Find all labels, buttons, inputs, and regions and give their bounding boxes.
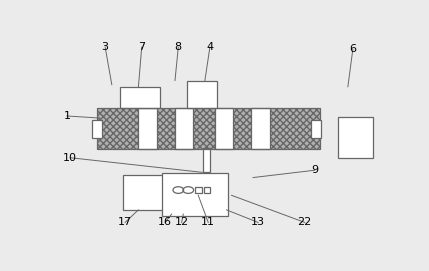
Bar [162,173,228,216]
Text: 9: 9 [311,165,318,175]
Bar [139,108,157,149]
Bar [204,187,210,193]
Bar [251,108,270,149]
Bar [92,120,102,138]
Text: 4: 4 [206,42,214,52]
Bar [175,108,193,149]
Text: 11: 11 [201,217,215,227]
Bar [193,108,215,149]
Text: 16: 16 [158,217,172,227]
Text: 1: 1 [63,111,70,121]
Bar [120,87,160,108]
Text: 13: 13 [251,217,265,227]
Bar [97,108,139,149]
Bar [233,108,251,149]
Text: 12: 12 [175,217,189,227]
Bar [338,117,373,158]
Text: 8: 8 [175,42,182,52]
Bar [311,120,321,138]
Text: 17: 17 [118,217,132,227]
Bar [202,148,210,172]
Text: 3: 3 [102,42,109,52]
Bar [124,175,163,210]
Text: 22: 22 [298,217,312,227]
Bar [270,108,320,149]
Bar [157,108,175,149]
Bar [97,108,320,149]
Text: 7: 7 [138,42,145,52]
Bar [195,187,202,193]
Text: 6: 6 [349,44,356,54]
Text: 10: 10 [63,153,77,163]
Bar [187,80,217,108]
Bar [215,108,233,149]
